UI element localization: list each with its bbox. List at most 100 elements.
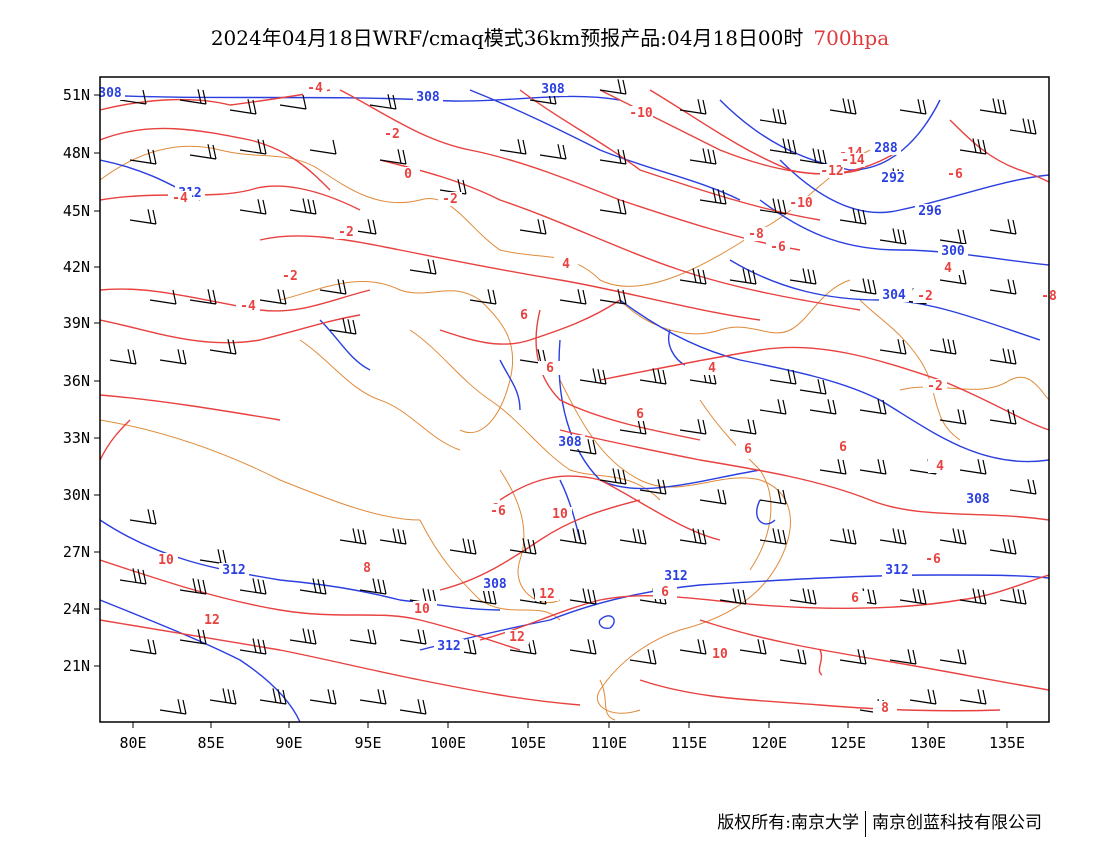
temperature-contour-label: -2 (927, 379, 943, 394)
wind-barb (129, 639, 157, 655)
lon-tick-label: 130E (910, 734, 946, 752)
lat-tick-label: 33N (63, 429, 90, 447)
wind-barb (699, 489, 727, 505)
wind-barb (239, 638, 267, 655)
wind-barb (209, 688, 237, 705)
wind-barb (939, 409, 967, 425)
wind-barb (259, 688, 287, 705)
temperature-isoline (559, 429, 1049, 521)
height-contour-label: 308 (98, 86, 122, 101)
temperature-contour-label: 4 (936, 459, 944, 474)
wind-barb (619, 419, 647, 435)
temperature-isoline (100, 185, 361, 211)
temperature-contour-label: 10 (552, 507, 568, 522)
temperature-contour-label: -2 (338, 225, 354, 240)
wind-barb (789, 268, 817, 285)
wind-barb (829, 98, 857, 115)
height-isoline (419, 574, 1049, 651)
wind-barb (449, 538, 477, 555)
chart-title: 2024年04月18日WRF/cmaq模式36km预报产品:04月18日00时 7… (0, 22, 1100, 51)
border-line (619, 279, 851, 335)
temperature-isoline (100, 394, 281, 421)
lat-tick-label: 24N (63, 600, 90, 618)
wind-barb (839, 649, 867, 665)
temperature-isoline (535, 309, 701, 441)
height-contour-label: 300 (941, 244, 965, 259)
wind-barb (569, 439, 597, 455)
wind-barb (289, 628, 317, 645)
lon-tick-label: 135E (989, 734, 1025, 752)
temperature-contour-label: -6 (925, 552, 941, 567)
temperature-contour-label: 0 (404, 167, 412, 182)
height-contour-label: 308 (966, 492, 990, 507)
lat-tick-label: 36N (63, 372, 90, 390)
temperature-contour-labels: -4-4-20-2-2-2-44666664-10-12-14-14-6-10-… (152, 81, 1061, 716)
height-contour-label: 304 (882, 288, 906, 303)
wind-barb (519, 219, 547, 235)
title-level: 700hpa (813, 26, 890, 50)
temperature-contour-label: -2 (282, 269, 298, 284)
wind-barb (989, 538, 1017, 555)
wind-barb (989, 219, 1017, 235)
temperature-contour-label: -4 (172, 191, 188, 206)
longitude-axis: 80E 85E 90E 95E 100E 105E 110E 115E 120E 125E 130E… (119, 722, 1025, 752)
wind-barb (159, 349, 187, 365)
wind-barb (399, 629, 427, 645)
wind-barb (579, 368, 607, 385)
border-line (299, 339, 461, 451)
wind-barb (289, 198, 317, 215)
wind-barb (129, 149, 157, 165)
wind-barb (689, 148, 717, 165)
temperature-isoline (339, 89, 801, 251)
footer-left: 版权所有:南京大学 (717, 813, 859, 833)
height-contour-label: 312 (437, 639, 460, 654)
wind-barb (279, 94, 307, 110)
wind-barb (179, 578, 207, 595)
wind-barb (159, 699, 187, 715)
height-isoline (756, 499, 776, 525)
wind-barb (839, 208, 867, 225)
wind-barb (119, 89, 147, 105)
wind-barb (499, 139, 527, 155)
temperature-contour-label: -12 (820, 164, 843, 179)
wind-barb (739, 639, 767, 655)
wind-barb (309, 139, 337, 155)
height-isoline (100, 519, 501, 611)
temperature-contour-label: 4 (944, 261, 952, 276)
wind-barb (469, 588, 497, 605)
wind-barb (299, 578, 327, 595)
temperature-contour-label: 6 (546, 361, 554, 376)
temperature-isoline (439, 499, 641, 591)
wind-barb (179, 629, 207, 645)
wind-barb (729, 419, 757, 435)
temperature-contour-label: 10 (712, 647, 728, 662)
wind-barb (809, 399, 837, 415)
wind-barb (939, 528, 967, 545)
temperature-contour-label: 10 (158, 553, 174, 568)
border-line (599, 679, 616, 721)
height-contour-label: 296 (918, 204, 942, 219)
height-contour-label: 292 (881, 171, 904, 186)
wind-barb (599, 468, 627, 485)
temperature-contour-label: 10 (414, 602, 430, 617)
wind-barb (939, 649, 967, 665)
temperature-contour-label: -6 (490, 504, 506, 519)
wind-barb (979, 98, 1007, 115)
wind-barb (1009, 479, 1037, 495)
wind-barb (909, 689, 937, 705)
wind-barb (639, 479, 667, 495)
wind-barb (759, 528, 787, 545)
lat-tick-label: 21N (63, 657, 90, 675)
temperature-isoline (599, 346, 1049, 431)
wind-barb (889, 649, 917, 665)
temperature-contour-label: -8 (748, 227, 764, 242)
wind-barb (859, 459, 887, 475)
temperature-contour-label: 6 (520, 308, 528, 323)
height-contour-label: 312 (664, 569, 687, 584)
wind-barb (779, 649, 807, 665)
wind-barb (729, 268, 757, 285)
height-isoline (719, 99, 941, 171)
wind-barb (109, 349, 137, 365)
lon-tick-label: 115E (671, 734, 707, 752)
